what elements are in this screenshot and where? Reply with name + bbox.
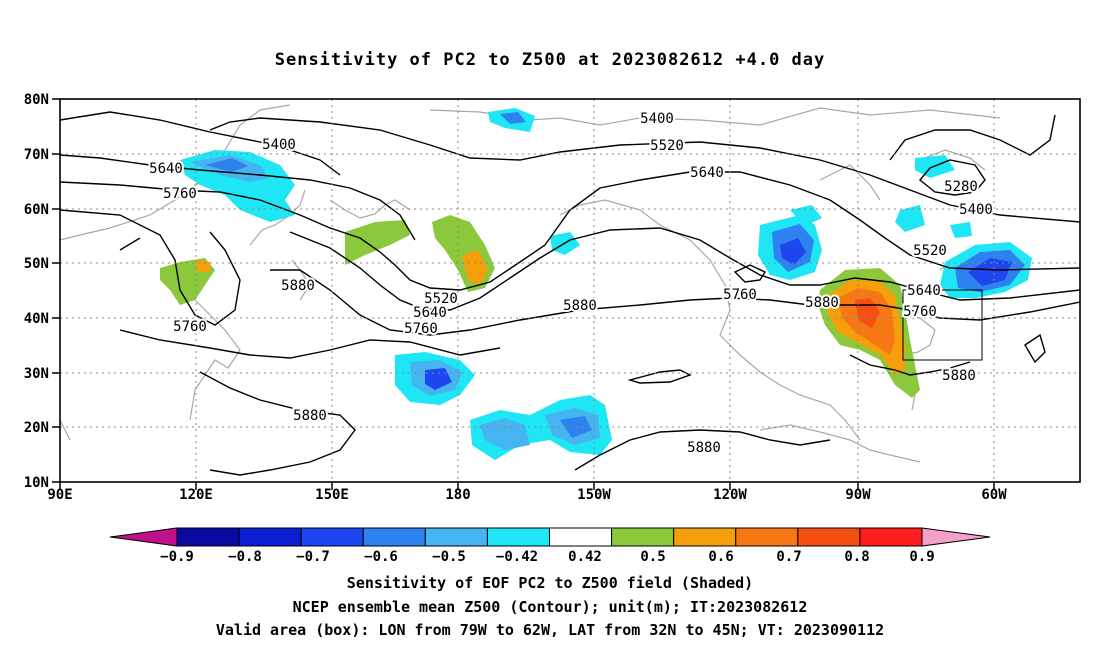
lon-tick-label: 120E bbox=[179, 487, 213, 503]
colorbar-cell bbox=[300, 527, 364, 547]
colorbar-label: 0.8 bbox=[844, 549, 869, 565]
lon-tick-label: 150W bbox=[577, 487, 611, 503]
colorbar-cell bbox=[549, 527, 613, 547]
lat-tick-label: 20N bbox=[24, 420, 49, 436]
negative-sensitivity-areas bbox=[180, 108, 1032, 460]
lon-tick-label: 90E bbox=[47, 487, 72, 503]
lat-tick-label: 10N bbox=[24, 475, 49, 491]
map-frame bbox=[59, 98, 1081, 483]
contour-label: 5520 bbox=[913, 243, 947, 259]
contour-label: 5760 bbox=[163, 186, 197, 202]
chart-title: Sensitivity of PC2 to Z500 at 2023082612… bbox=[274, 50, 826, 70]
contour-label: 5760 bbox=[903, 304, 937, 320]
lat-tick-label: 30N bbox=[24, 366, 49, 382]
colorbar-cell bbox=[486, 527, 550, 547]
colorbar-label: 0.9 bbox=[909, 549, 934, 565]
lat-tick-label: 50N bbox=[24, 256, 49, 272]
contour-label: 5760 bbox=[404, 321, 438, 337]
colorbar: −0.9 −0.8 −0.7 −0.6 −0.5 −0.42 0.42 0.5 … bbox=[109, 527, 991, 565]
colorbar-cell bbox=[673, 527, 737, 547]
contour-label: 5520 bbox=[650, 138, 684, 154]
colorbar-label: 0.42 bbox=[568, 549, 602, 565]
positive-sensitivity-areas bbox=[160, 215, 920, 398]
lon-tick-label: 90W bbox=[845, 487, 871, 503]
colorbar-cell bbox=[362, 527, 426, 547]
contour-label: 5520 bbox=[424, 291, 458, 307]
contour-label: 5640 bbox=[149, 161, 183, 177]
valid-area-box bbox=[902, 289, 983, 361]
contour-label: 5880 bbox=[942, 368, 976, 384]
contour-label: 5400 bbox=[262, 137, 296, 153]
lat-tick-label: 80N bbox=[24, 92, 49, 108]
colorbar-label: −0.8 bbox=[228, 549, 262, 565]
colorbar-label: −0.9 bbox=[160, 549, 194, 565]
contour-label: 5760 bbox=[723, 287, 757, 303]
colorbar-high-triangle bbox=[921, 527, 991, 547]
colorbar-label: 0.7 bbox=[776, 549, 801, 565]
z500-contours bbox=[60, 111, 1080, 476]
colorbar-labels: −0.9 −0.8 −0.7 −0.6 −0.5 −0.42 0.42 0.5 … bbox=[160, 549, 935, 565]
colorbar-cell bbox=[735, 527, 799, 547]
lon-tick-label: 180 bbox=[445, 487, 470, 503]
lat-tick-label: 40N bbox=[24, 311, 49, 327]
contour-label: 5880 bbox=[687, 440, 721, 456]
colorbar-cell bbox=[859, 527, 923, 547]
footer-contour-caption: NCEP ensemble mean Z500 (Contour); unit(… bbox=[292, 598, 808, 616]
lon-tick-label: 150E bbox=[315, 487, 349, 503]
colorbar-label: −0.5 bbox=[432, 549, 466, 565]
colorbar-cell bbox=[797, 527, 861, 547]
lon-tick-label: 60W bbox=[981, 487, 1007, 503]
contour-label: 5280 bbox=[944, 179, 978, 195]
contour-label: 5880 bbox=[805, 295, 839, 311]
colorbar-label: 0.5 bbox=[640, 549, 665, 565]
colorbar-cell bbox=[424, 527, 488, 547]
lat-tick-label: 60N bbox=[24, 202, 49, 218]
axis-ticks bbox=[52, 98, 995, 490]
colorbar-low-triangle bbox=[109, 527, 178, 547]
colorbar-cell bbox=[238, 527, 302, 547]
contour-label: 5760 bbox=[173, 319, 207, 335]
graticule bbox=[60, 99, 1080, 482]
contour-label: 5640 bbox=[907, 283, 941, 299]
lat-tick-label: 70N bbox=[24, 147, 49, 163]
colorbar-label: −0.6 bbox=[364, 549, 398, 565]
contour-label: 5640 bbox=[413, 305, 447, 321]
colorbar-label: −0.42 bbox=[496, 549, 538, 565]
lon-tick-label: 120W bbox=[713, 487, 747, 503]
colorbar-label: 0.6 bbox=[708, 549, 733, 565]
footer-valid-area-caption: Valid area (box): LON from 79W to 62W, L… bbox=[215, 621, 885, 639]
contour-label: 5640 bbox=[690, 165, 724, 181]
contour-labels: 5400 5400 5400 5520 5520 5520 5640 5640 … bbox=[147, 109, 995, 458]
colorbar-cell bbox=[176, 527, 240, 547]
footer-shaded-caption: Sensitivity of EOF PC2 to Z500 field (Sh… bbox=[346, 574, 754, 592]
contour-label: 5880 bbox=[281, 278, 315, 294]
contour-label: 5880 bbox=[563, 298, 597, 314]
latitude-labels: 80N 70N 60N 50N 40N 30N 20N 10N bbox=[24, 92, 49, 491]
colorbar-label: −0.7 bbox=[296, 549, 330, 565]
contour-label: 5400 bbox=[959, 202, 993, 218]
contour-label: 5400 bbox=[640, 111, 674, 127]
colorbar-cell bbox=[611, 527, 675, 547]
contour-label: 5880 bbox=[293, 408, 327, 424]
colorbar-cells bbox=[176, 527, 923, 547]
longitude-labels: 90E 120E 150E 180 150W 120W 90W 60W bbox=[47, 487, 1007, 503]
